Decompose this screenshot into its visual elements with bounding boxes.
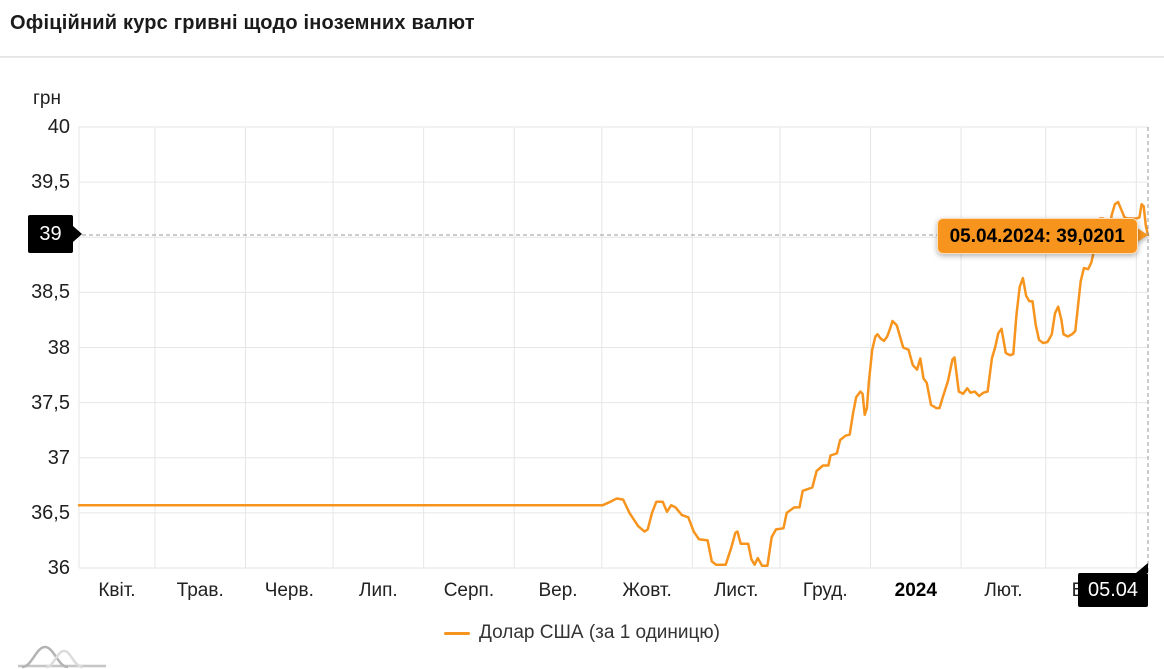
x-tick-label: Вер. [538,580,578,601]
legend-item-usd[interactable]: Долар США (за 1 одиницю) [0,622,1164,644]
point-tooltip: 05.04.2024: 39,0201 [936,218,1138,254]
page-title: Офіційний курс гривні щодо іноземних вал… [10,12,475,34]
x-tick-label: Груд. [802,580,848,601]
x-crosshair-arrow-icon [1136,563,1148,573]
y-tick-label: 37 [47,446,70,469]
y-tick-label: 36,5 [31,501,70,524]
x-tick-label: Трав. [176,580,224,601]
x-tick-label: 2024 [894,580,937,601]
legend-label: Долар США (за 1 одиницю) [479,622,720,643]
area-chart-watermark-icon [18,645,106,669]
y-axis-unit-label: грн [33,88,61,109]
title-divider [0,56,1164,58]
y-tick-label: 40 [47,116,70,138]
x-tick-label: Лип. [359,580,398,601]
x-tick-label: Лист. [713,580,759,601]
x-tick-label: Черв. [264,580,314,601]
x-crosshair-date-badge: 05.04 [1078,573,1148,607]
usd-rate-line [77,200,1150,568]
x-tick-label: Жовт. [622,580,672,601]
x-tick-label: Лют. [984,580,1023,601]
y-tick-label: 39,5 [31,171,70,194]
x-tick-label: Квіт. [98,580,136,601]
y-tick-label: 38,5 [31,281,70,304]
y-crosshair-arrow-icon [73,226,82,242]
x-tick-label: Серп. [443,580,495,601]
y-tick-label: 37,5 [31,391,70,414]
legend-line-marker-icon [444,631,471,635]
y-tick-label: 36 [47,557,70,579]
y-crosshair-value-badge: 39 [28,215,73,253]
y-tick-label: 38 [47,336,70,359]
